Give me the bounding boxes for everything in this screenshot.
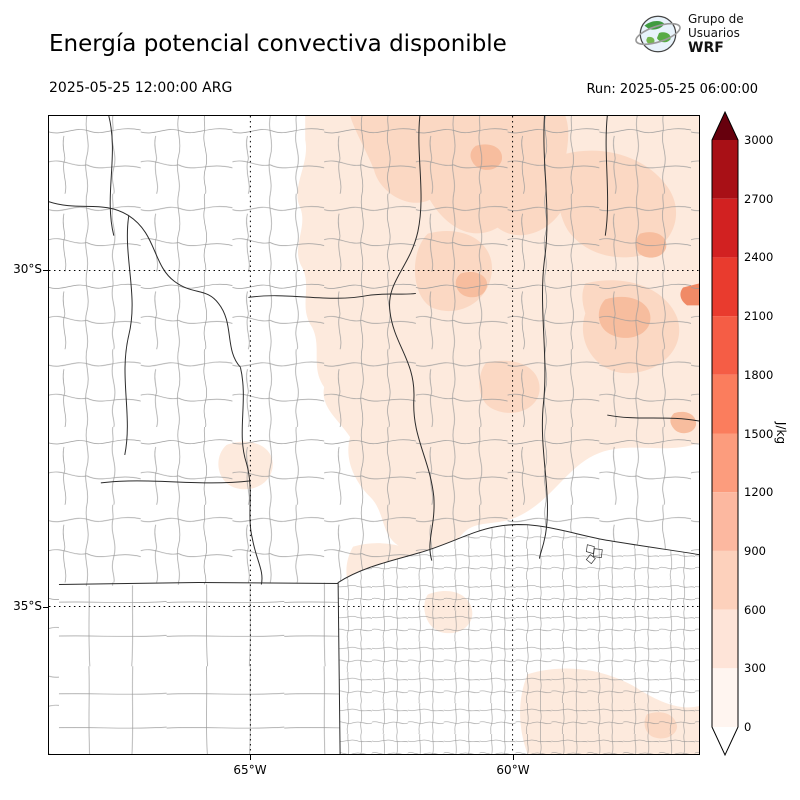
colorbar-segment: [712, 257, 738, 317]
lat-tick-mark-35s: [43, 607, 48, 608]
valid-time-label: 2025-05-25 12:00:00 ARG: [49, 80, 233, 96]
colorbar-unit-label: J/kg: [774, 421, 788, 445]
map-canvas: [49, 116, 699, 754]
region-dense-grid: [337, 524, 699, 754]
page-title: Energía potencial convectiva disponible: [49, 31, 507, 57]
lon-label-60w: 60°W: [496, 763, 530, 777]
colorbar-tick-label: 1800: [744, 368, 774, 382]
colorbar-segment: [712, 140, 738, 199]
colorbar-tick-label: 0: [744, 720, 752, 734]
colorbar-tick-label: 2700: [744, 192, 774, 206]
lon-tick-mark-60w: [513, 755, 514, 760]
region-large-grid: [58, 582, 341, 754]
colorbar-over-arrow: [712, 112, 738, 140]
colorbar-segment: [712, 316, 738, 375]
colorbar-canvas: [711, 110, 739, 757]
province-boundaries: [49, 116, 699, 585]
colorbar-tick-label: 3000: [744, 133, 774, 147]
colorbar-outline: [711, 110, 739, 757]
graticule: [49, 116, 699, 754]
wrf-logo: Grupo de Usuarios WRF: [634, 10, 744, 58]
map-panel: [48, 115, 700, 755]
colorbar-under-arrow: [712, 727, 738, 755]
colorbar-tick-label: 2100: [744, 309, 774, 323]
lat-label-30s: 30°S: [13, 262, 42, 276]
colorbar-tick-label: 300: [744, 661, 766, 675]
colorbar-segment: [712, 609, 738, 669]
colorbar-segment: [712, 198, 738, 258]
colorbar-segment: [712, 550, 738, 610]
logo-line-2: Usuarios: [688, 26, 740, 40]
colorbar: [710, 110, 740, 758]
colorbar-tick-label: 1200: [744, 485, 774, 499]
colorbar-tick-label: 600: [744, 603, 766, 617]
logo-line-1: Grupo de: [688, 12, 744, 26]
colorbar-tick-label: 900: [744, 544, 766, 558]
colorbar-segment: [712, 668, 738, 727]
lat-tick-mark-30s: [43, 270, 48, 271]
lon-tick-mark-65w: [250, 755, 251, 760]
colorbar-segment: [712, 492, 738, 551]
colorbar-segment: [712, 433, 738, 493]
run-time-label: Run: 2025-05-25 06:00:00: [586, 82, 758, 97]
lon-label-65w: 65°W: [233, 763, 267, 777]
colorbar-segment: [712, 374, 738, 434]
colorbar-tick-label: 2400: [744, 250, 774, 264]
colorbar-tick-label: 1500: [744, 427, 774, 441]
logo-line-3: WRF: [688, 40, 724, 56]
logo-text: Grupo de Usuarios WRF: [688, 12, 744, 56]
lat-label-35s: 35°S: [13, 599, 42, 613]
city-cluster: [585, 544, 603, 565]
globe-icon: [635, 15, 681, 53]
